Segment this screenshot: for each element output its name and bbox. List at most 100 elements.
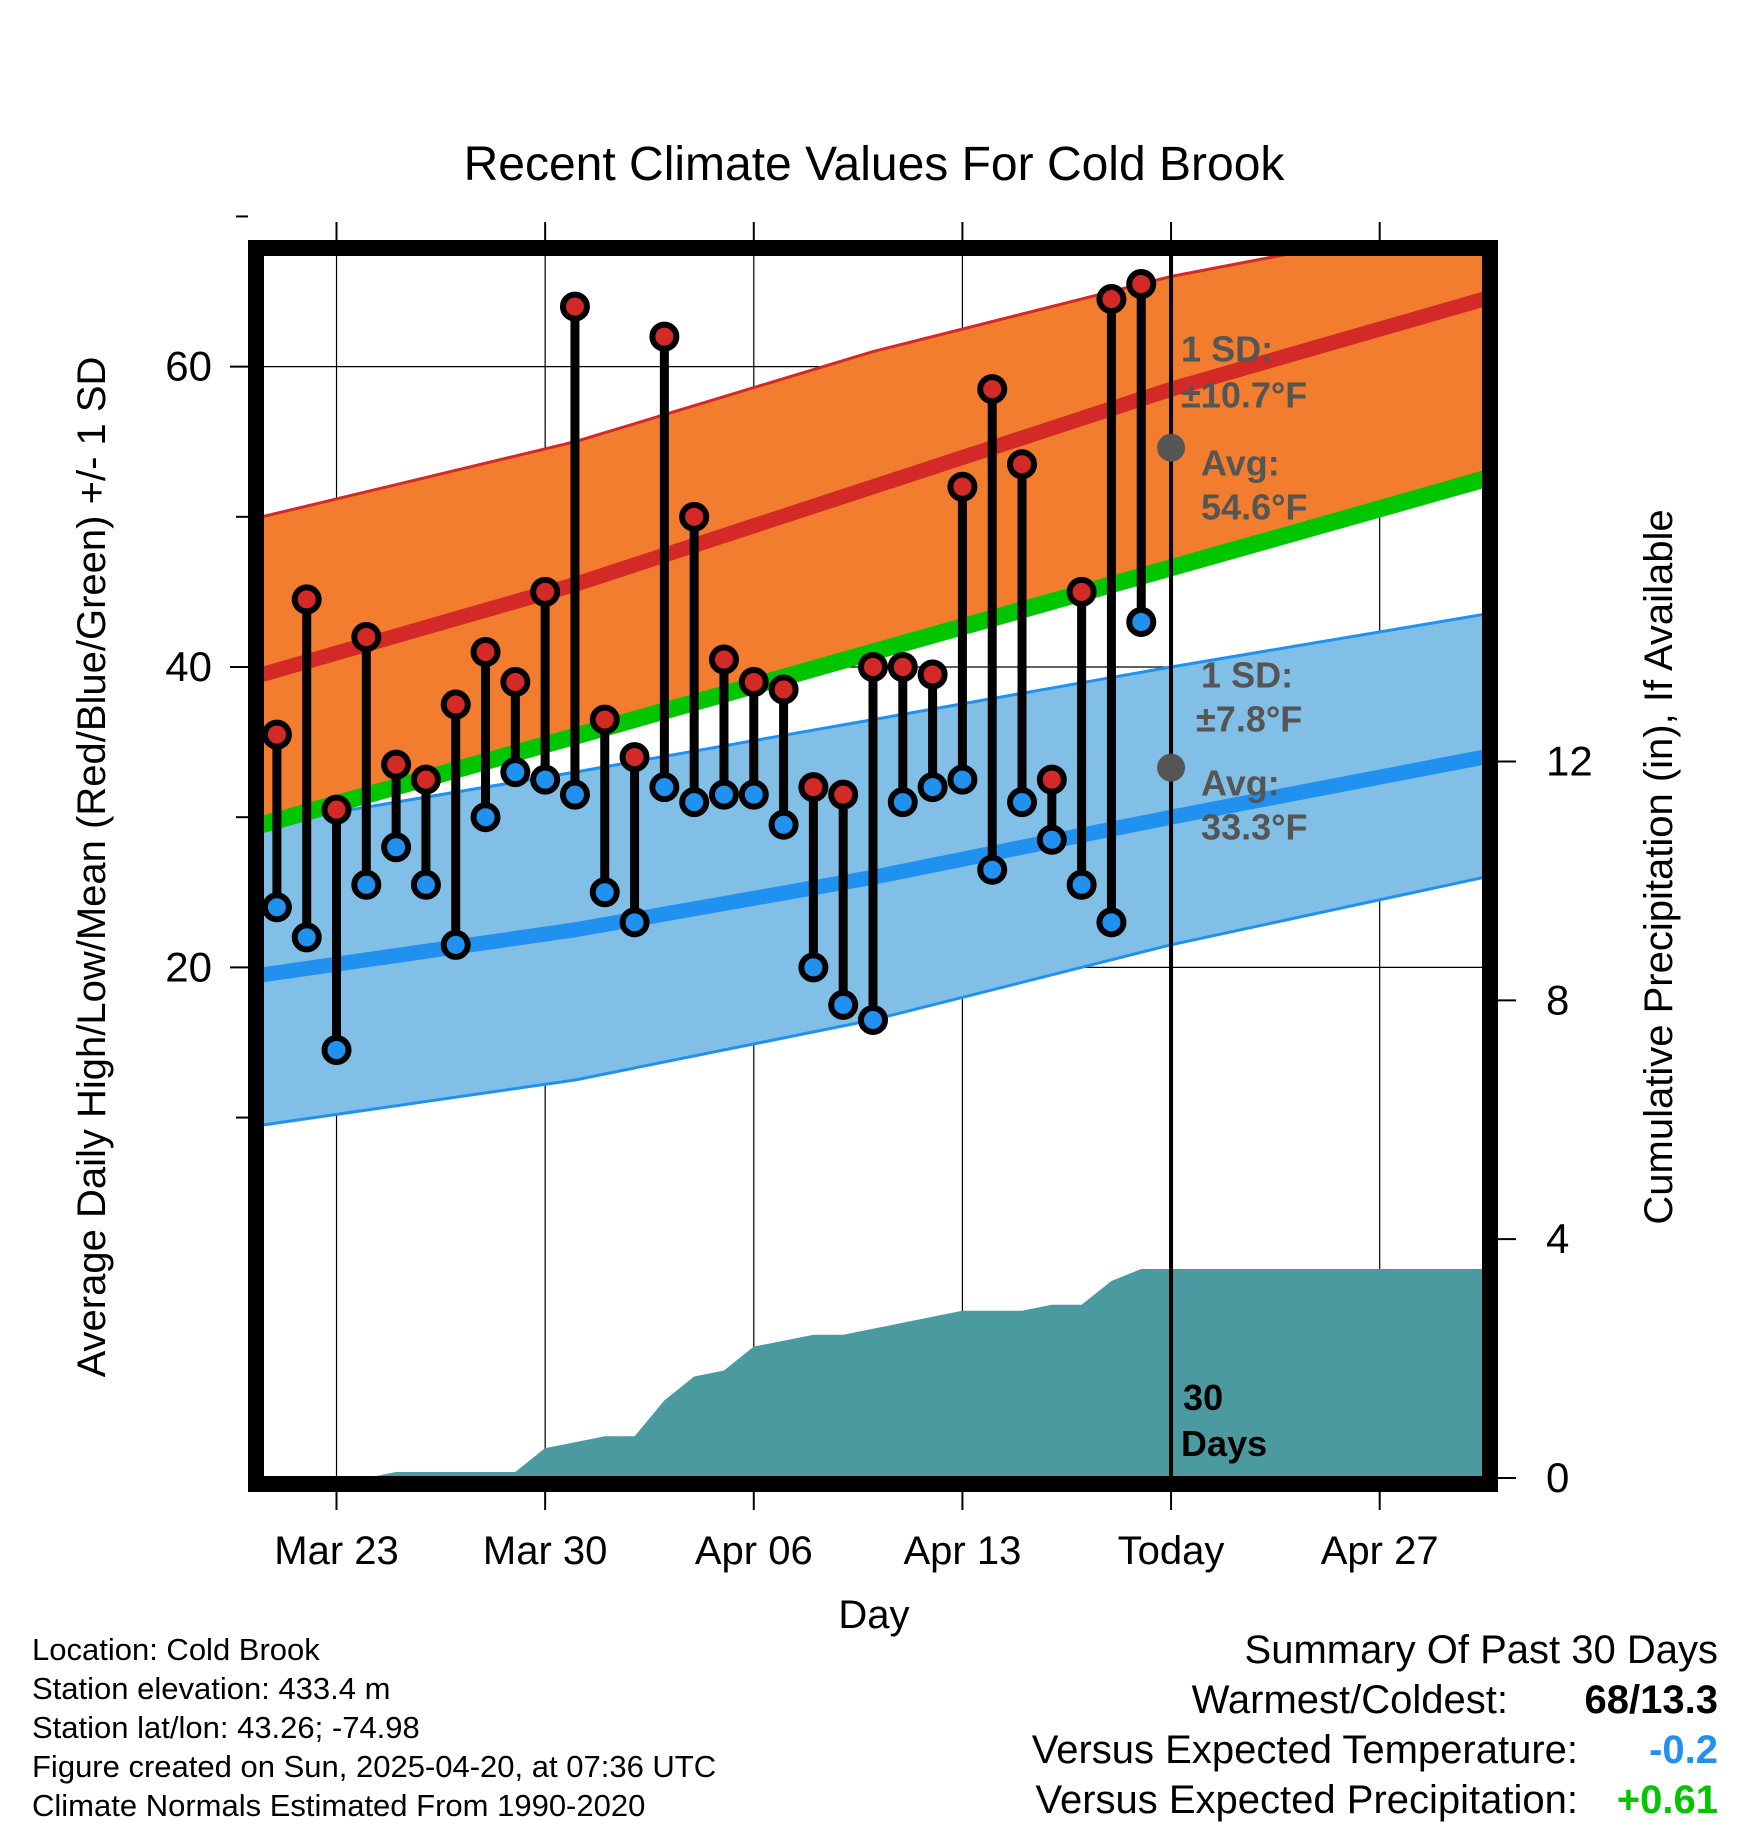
- daily-low-point: [738, 779, 769, 810]
- precip-value: +0.61: [1616, 1778, 1718, 1822]
- daily-high-point: [1126, 269, 1157, 300]
- warm-cold-value: 68/13.3: [1584, 1678, 1718, 1722]
- y2-tick-label: 8: [1546, 976, 1569, 1023]
- daily-high-point: [738, 667, 769, 698]
- daily-high-point: [708, 644, 739, 675]
- daily-high-point: [798, 772, 829, 803]
- high-avg-value: 54.6°F: [1201, 487, 1307, 528]
- chart-title: Recent Climate Values For Cold Brook: [464, 138, 1286, 191]
- daily-low-point: [858, 1004, 888, 1035]
- low-avg-value: 33.3°F: [1201, 807, 1307, 848]
- x-tick-label: Mar 23: [274, 1529, 399, 1573]
- latlon-text: Station lat/lon: 43.26; -74.98: [32, 1710, 420, 1745]
- daily-low-point: [351, 869, 382, 900]
- precip-label: Versus Expected Precipitation:: [1035, 1778, 1578, 1822]
- daily-high-point: [440, 689, 471, 720]
- daily-low-point: [679, 787, 710, 818]
- daily-low-point: [917, 772, 948, 803]
- warm-cold-label: Warmest/Coldest:: [1191, 1678, 1508, 1722]
- daily-low-point: [559, 779, 590, 810]
- y-tick-label: 60: [165, 343, 212, 390]
- x-tick-label: Apr 13: [903, 1529, 1021, 1573]
- daily-high-point: [291, 584, 322, 615]
- precip-area: [262, 1269, 1484, 1478]
- daily-high-point: [1007, 449, 1038, 480]
- daily-high-point: [500, 667, 531, 698]
- summary-title: Summary Of Past 30 Days: [1032, 1625, 1718, 1675]
- daily-high-point: [917, 659, 948, 690]
- daily-low-point: [1126, 606, 1157, 637]
- today-high-avg-marker: [1157, 433, 1186, 462]
- daily-high-point: [262, 719, 292, 750]
- normal-mean-line: [262, 471, 1484, 833]
- high-sd-band: [262, 254, 1484, 825]
- daily-high-point: [381, 749, 412, 780]
- y2-tick-label: 0: [1546, 1454, 1569, 1501]
- daily-high-point: [410, 764, 441, 795]
- plot-frame: [248, 240, 1498, 1492]
- daily-low-point: [887, 787, 918, 818]
- high-avg-label: Avg:: [1201, 443, 1280, 484]
- normal-high-line: [262, 291, 1484, 682]
- daily-high-point: [589, 704, 620, 735]
- y-tick-label: 40: [165, 643, 212, 690]
- daily-high-point: [768, 674, 799, 705]
- y2-tick-label: 4: [1546, 1215, 1569, 1262]
- low-avg-label: Avg:: [1201, 763, 1280, 804]
- temp-value: -0.2: [1649, 1728, 1718, 1772]
- daily-low-point: [768, 809, 799, 840]
- daily-low-point: [500, 757, 531, 788]
- high-sd-label: 1 SD:: [1181, 329, 1273, 370]
- y2-tick-label: 12: [1546, 738, 1593, 785]
- daily-low-point: [321, 1034, 352, 1065]
- x-axis-label: Day: [838, 1593, 909, 1637]
- daily-low-point: [947, 764, 978, 795]
- window-unit: Days: [1181, 1423, 1267, 1464]
- daily-low-point: [619, 907, 650, 938]
- daily-low-point: [291, 922, 322, 953]
- daily-high-point: [530, 576, 561, 607]
- y-tick-label: 20: [165, 943, 212, 990]
- daily-high-point: [1066, 576, 1097, 607]
- daily-low-point: [589, 877, 620, 908]
- daily-low-point: [708, 779, 739, 810]
- daily-high-point: [977, 374, 1008, 405]
- daily-high-point: [619, 742, 650, 773]
- daily-high-point: [321, 794, 352, 825]
- x-tick-label: Mar 30: [483, 1529, 608, 1573]
- daily-high-point: [887, 652, 918, 683]
- daily-low-point: [1066, 869, 1097, 900]
- y-axis-label: Average Daily High/Low/Mean (Red/Blue/Gr…: [70, 357, 114, 1378]
- daily-low-point: [1036, 824, 1067, 855]
- daily-low-point: [649, 772, 680, 803]
- daily-high-point: [828, 779, 859, 810]
- daily-high-point: [1096, 284, 1127, 315]
- window-number: 30: [1183, 1377, 1223, 1418]
- daily-low-point: [828, 989, 859, 1020]
- high-sd-value: ±10.7°F: [1181, 375, 1307, 416]
- y2-axis-label: Cumulative Precipitation (in), If Availa…: [1637, 509, 1681, 1224]
- daily-high-point: [470, 636, 501, 667]
- daily-low-point: [977, 854, 1008, 885]
- high-band-edge-upper: [262, 254, 1297, 519]
- daily-high-point: [947, 471, 978, 502]
- daily-low-point: [262, 892, 292, 923]
- station-info: Location: Cold Brook Station elevation: …: [32, 1630, 716, 1825]
- daily-low-point: [798, 952, 829, 983]
- created-text: Figure created on Sun, 2025-04-20, at 07…: [32, 1749, 717, 1784]
- location-text: Location: Cold Brook: [32, 1632, 320, 1667]
- summary-warm-cold: Warmest/Coldest: 68/13.3: [1032, 1675, 1718, 1725]
- daily-low-point: [530, 764, 561, 795]
- daily-low-point: [410, 869, 441, 900]
- x-tick-label: Today: [1118, 1529, 1225, 1573]
- daily-high-point: [649, 321, 680, 352]
- x-tick-label: Apr 06: [695, 1529, 813, 1573]
- low-sd-label: 1 SD:: [1201, 655, 1293, 696]
- daily-high-point: [559, 291, 590, 322]
- daily-high-point: [858, 652, 888, 683]
- today-low-avg-marker: [1157, 753, 1186, 782]
- daily-low-point: [1007, 787, 1038, 818]
